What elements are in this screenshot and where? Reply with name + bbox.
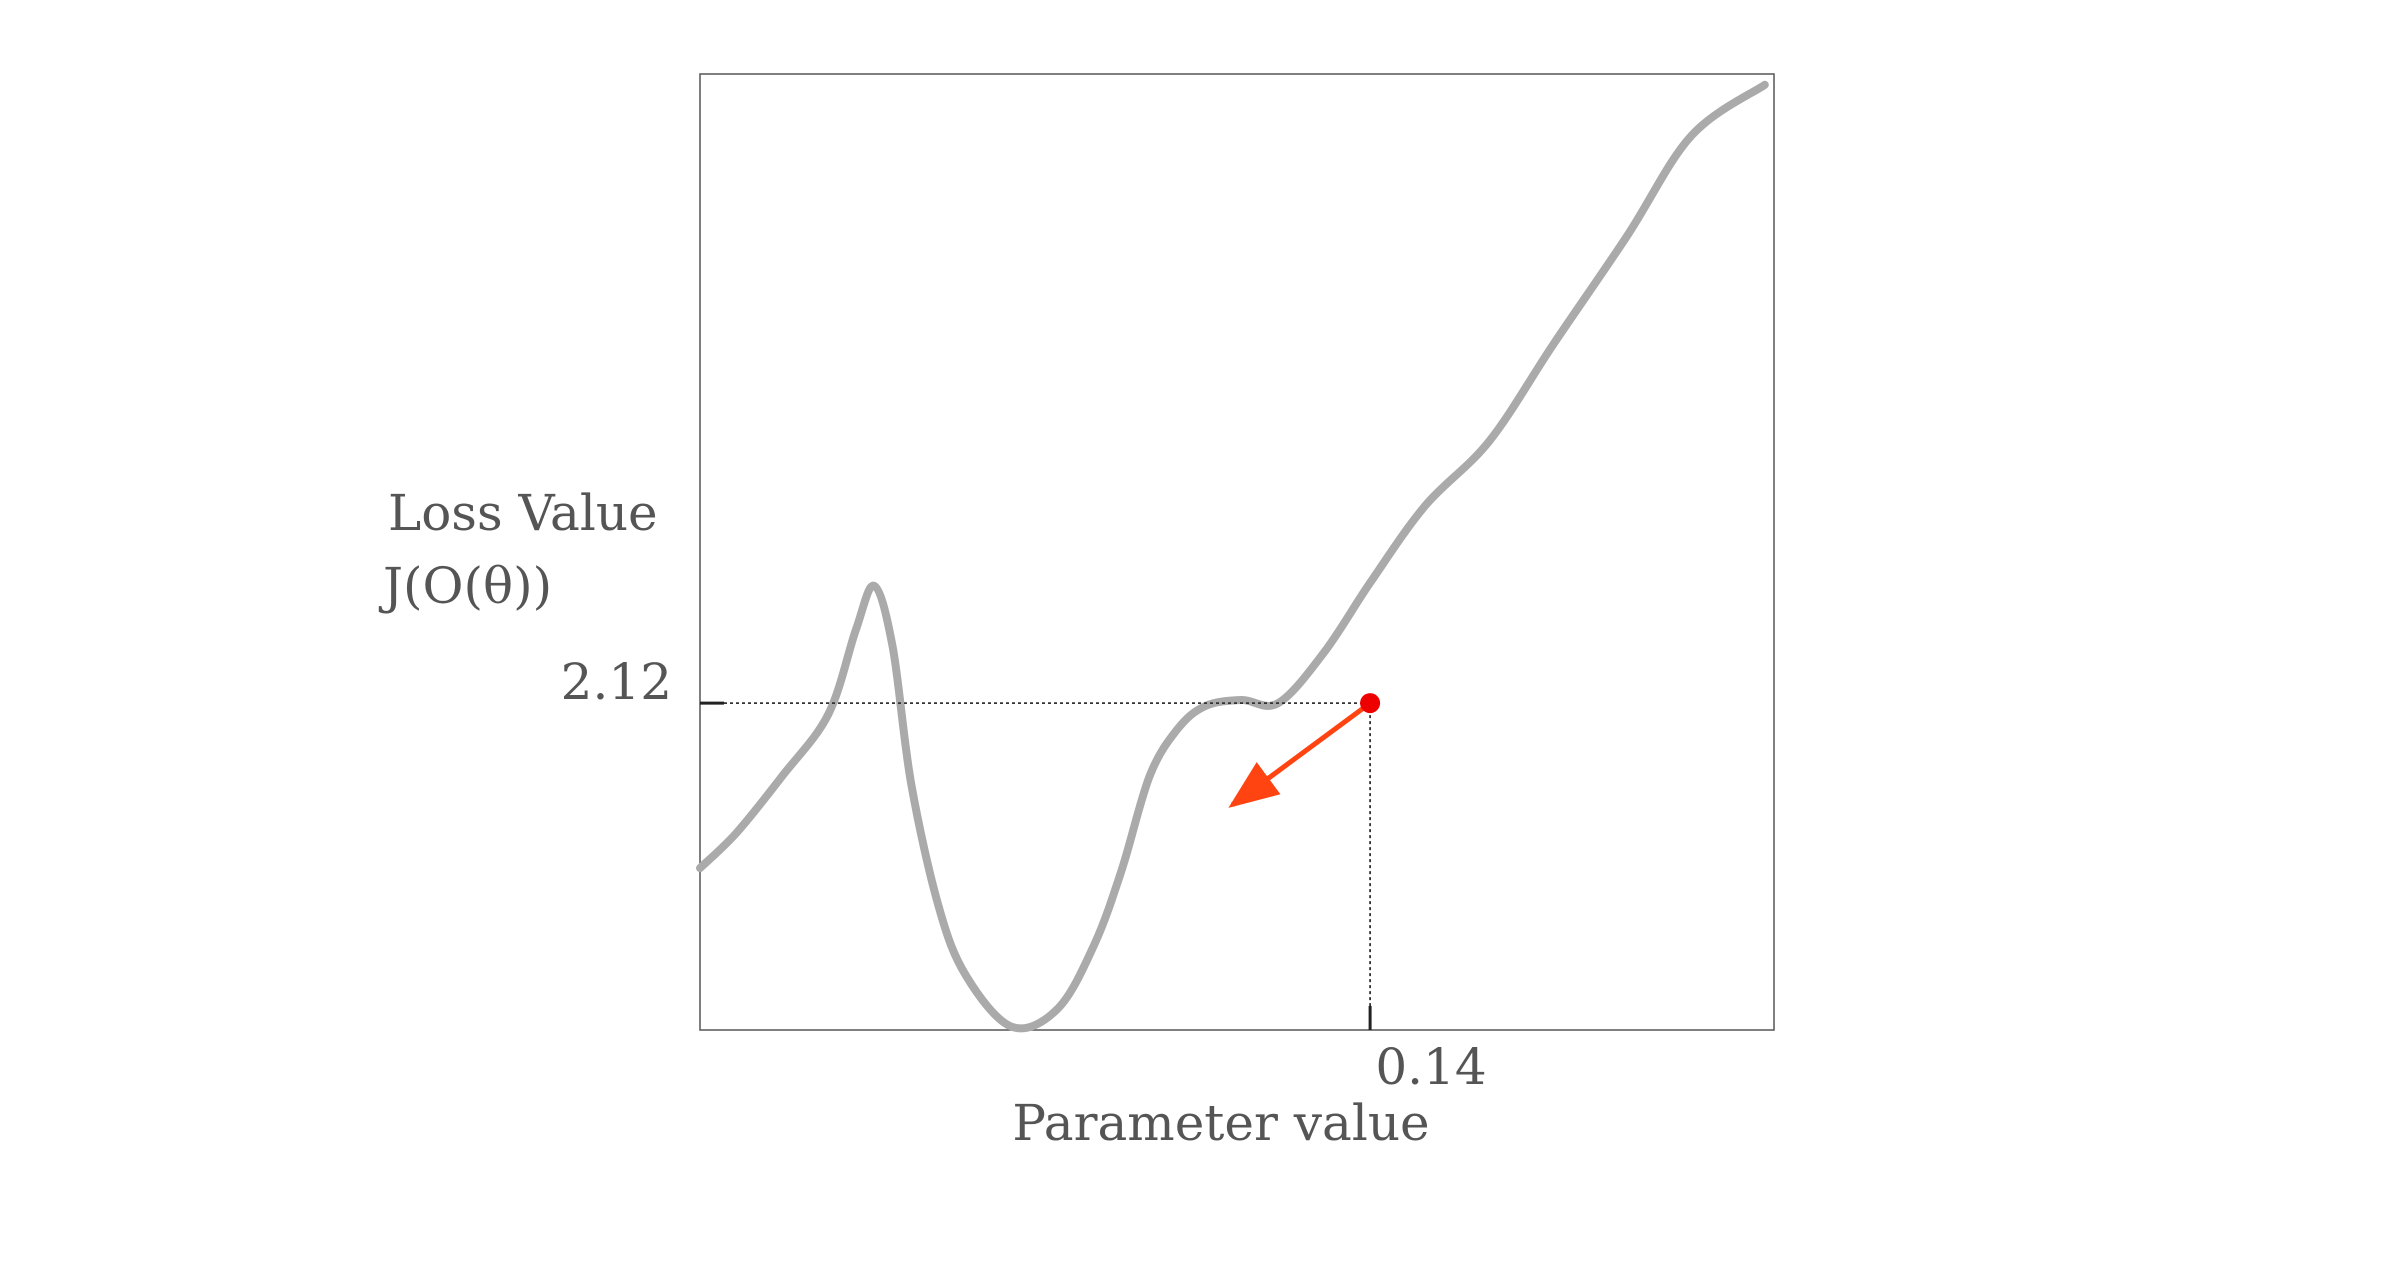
y-axis-label-line1: Loss Value (388, 484, 658, 542)
plot-frame (699, 73, 1775, 1031)
x-tick-label: 0.14 (1375, 1038, 1486, 1096)
current-point (1360, 693, 1381, 714)
x-axis-label: Parameter value (1012, 1094, 1429, 1152)
loss-curve-line (696, 80, 1769, 1033)
gradient-arrow (1228, 701, 1372, 808)
y-tick-label: 2.12 (561, 653, 672, 711)
y-axis-label-line2: J(O(θ)) (378, 557, 552, 615)
